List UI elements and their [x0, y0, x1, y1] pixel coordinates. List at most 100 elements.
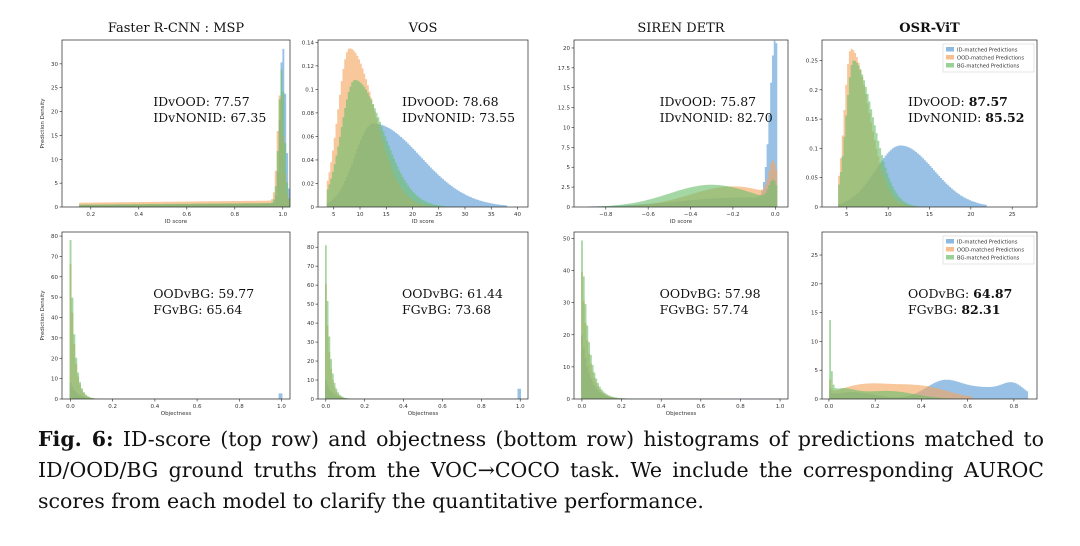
- y-tick-label: 15: [563, 86, 570, 92]
- auroc-annotation: FGvBG: 73.68: [402, 302, 491, 317]
- series-ood-matched-predictions: [69, 263, 197, 399]
- auroc-value: 64.87: [973, 286, 1012, 301]
- legend: ID-matched Predictions OOD-matched Predic…: [942, 235, 1035, 265]
- legend-swatch: [946, 239, 954, 244]
- y-tick-label: 0: [55, 397, 59, 403]
- auroc-label: OODvBG:: [153, 286, 218, 301]
- plot-frame: [61, 39, 291, 208]
- legend-swatch: [946, 255, 954, 260]
- y-tick-label: 0.06: [302, 134, 315, 140]
- x-tick-label: 0.8: [736, 404, 745, 410]
- x-tick-label: 0.6: [193, 404, 202, 410]
- y-tick-label: 0: [567, 205, 571, 211]
- x-tick-label: 0.8: [230, 212, 239, 218]
- x-axis-label: ID score: [670, 219, 693, 225]
- histogram-bars: [588, 179, 778, 207]
- y-tick-label: 50: [307, 302, 314, 308]
- x-tick-label: 0.0: [771, 212, 780, 218]
- x-tick-label: 0.2: [871, 404, 880, 410]
- auroc-value: 82.70: [737, 110, 773, 125]
- x-tick-label: 35: [488, 212, 495, 218]
- legend-entry: BG-matched Predictions: [957, 256, 1020, 262]
- series-bg-matched-predictions: [838, 60, 939, 207]
- series-id-matched-predictions: [79, 48, 290, 207]
- plot-frame: [61, 231, 291, 400]
- auroc-value: 85.52: [985, 110, 1024, 125]
- series-bg-matched-predictions: [829, 319, 968, 399]
- y-tick-label: 60: [307, 283, 314, 289]
- auroc-annotation: IDvOOD: 78.68: [402, 94, 499, 109]
- legend-swatch: [946, 247, 954, 252]
- x-axis-label: Objectness: [161, 411, 192, 417]
- histogram-bars: [69, 239, 197, 399]
- series-bg-matched-predictions: [326, 80, 465, 207]
- auroc-annotation: IDvOOD: 77.57: [153, 94, 250, 109]
- y-tick-label: 5: [815, 368, 819, 374]
- x-tick-label: 0.2: [617, 404, 626, 410]
- histogram-bars: [79, 69, 290, 207]
- y-tick-label: 0.15: [806, 117, 819, 123]
- auroc-annotation: IDvNONID: 67.35: [153, 110, 266, 125]
- plot-frame: [317, 39, 529, 208]
- y-tick-label: 20: [811, 282, 818, 288]
- x-tick-label: 0.6: [182, 212, 191, 218]
- y-tick-label: 2.5: [561, 185, 570, 191]
- chart-panel-4: 5 10 15 20 25 0 0.05 0.1 0.15 0.2 0.25 OSR-ViT IDvOO…: [806, 21, 1038, 218]
- auroc-annotation: FGvBG: 57.74: [660, 302, 749, 317]
- caption-text: ID-score (top row) and objectness (botto…: [38, 427, 1044, 513]
- auroc-label: FGvBG:: [402, 302, 455, 317]
- y-tick-label: 40: [563, 269, 570, 275]
- legend: ID-matched Predictions OOD-matched Predic…: [942, 43, 1035, 73]
- x-axis-label: Objectness: [408, 411, 439, 417]
- y-tick-label: 0: [815, 205, 819, 211]
- y-axis-label: Prediction Density: [40, 98, 46, 149]
- histogram-bars: [69, 382, 290, 399]
- x-tick-label: 0.6: [696, 404, 705, 410]
- x-tick-label: 10: [885, 212, 892, 218]
- auroc-value: 57.98: [725, 286, 761, 301]
- legend-entry: OOD-matched Predictions: [957, 248, 1024, 254]
- figure-caption: Fig. 6: ID-score (top row) and objectnes…: [38, 424, 1044, 517]
- x-tick-label: 0.2: [108, 404, 117, 410]
- y-tick-label: 0.12: [302, 64, 314, 70]
- plot-frame: [573, 231, 789, 400]
- legend-entry: ID-matched Predictions: [957, 48, 1018, 54]
- auroc-label: FGvBG:: [908, 302, 961, 317]
- auroc-value: 78.68: [463, 94, 499, 109]
- series-bg-matched-predictions: [325, 245, 443, 399]
- y-tick-label: 15: [51, 133, 58, 139]
- x-tick-label: 5: [845, 212, 849, 218]
- x-tick-label: 0.8: [235, 404, 244, 410]
- y-tick-label: 0.1: [305, 87, 314, 93]
- chart-title: SIREN DETR: [637, 21, 725, 36]
- auroc-annotation: IDvOOD: 75.87: [660, 94, 757, 109]
- auroc-value: 67.35: [230, 110, 266, 125]
- x-tick-label: −0.4: [684, 212, 698, 218]
- x-tick-label: 20: [409, 212, 416, 218]
- auroc-label: IDvOOD:: [908, 94, 969, 109]
- caption-label: Fig. 6:: [38, 427, 114, 451]
- x-tick-label: 25: [435, 212, 442, 218]
- legend-swatch: [946, 63, 954, 68]
- legend-entry: BG-matched Predictions: [957, 64, 1020, 70]
- y-tick-label: 10: [51, 377, 58, 383]
- y-tick-label: 15: [811, 311, 818, 317]
- x-tick-label: 30: [462, 212, 469, 218]
- x-tick-label: 10: [357, 212, 364, 218]
- series-bg-matched-predictions: [79, 69, 290, 207]
- auroc-label: FGvBG:: [660, 302, 713, 317]
- chart-panel-7: 0.0 0.2 0.4 0.6 0.8 1.0 0 10 20 30 40 50 Objectness O…: [563, 231, 789, 417]
- x-tick-label: 5: [332, 212, 336, 218]
- series-id-matched-predictions: [581, 335, 781, 399]
- y-tick-label: 5: [567, 165, 571, 171]
- y-tick-label: 60: [51, 275, 58, 281]
- x-tick-label: 20: [967, 212, 974, 218]
- x-tick-label: 0.0: [66, 404, 75, 410]
- x-tick-label: 40: [514, 212, 521, 218]
- series-id-matched-predictions: [325, 380, 528, 399]
- histogram-bars: [325, 380, 528, 399]
- x-tick-label: 0.0: [825, 404, 834, 410]
- chart-title: Faster R-CNN : MSP: [108, 21, 245, 36]
- x-tick-label: 0.4: [134, 212, 143, 218]
